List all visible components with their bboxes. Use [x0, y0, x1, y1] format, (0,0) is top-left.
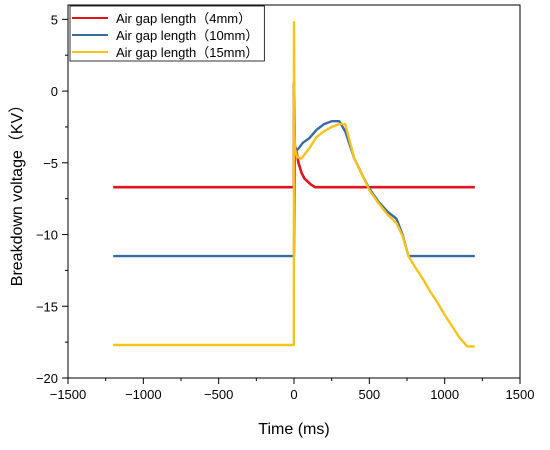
y-tick-label: 0: [51, 84, 58, 99]
x-tick-label: −1000: [125, 387, 162, 402]
x-axis-title: Time (ms): [258, 421, 329, 438]
legend-label: Air gap length（10mm）: [116, 28, 258, 43]
y-tick-label: 5: [51, 12, 58, 27]
x-tick-label: −1500: [50, 387, 87, 402]
legend: Air gap length（4mm） Air gap length（10mm） A…: [69, 5, 265, 62]
x-tick-label: 500: [358, 387, 380, 402]
axis-ticks: −1500 −1000 −500 0 500 1000 1500 −20 −15 −10 −5 0 5: [36, 12, 535, 402]
y-tick-label: −20: [36, 371, 58, 386]
x-tick-label: 1500: [506, 387, 535, 402]
y-tick-label: −15: [36, 299, 58, 314]
y-axis-title: Breakdown voltage（KV）: [8, 97, 26, 286]
series-line-3: [113, 21, 475, 348]
x-tick-label: −500: [204, 387, 233, 402]
x-tick-label: 0: [290, 387, 297, 402]
legend-label: Air gap length（4mm）: [116, 11, 251, 26]
y-tick-label: −5: [43, 156, 58, 171]
y-tick-label: −10: [36, 228, 58, 243]
legend-label: Air gap length（15mm）: [116, 45, 258, 60]
x-tick-label: 1000: [430, 387, 459, 402]
series-layer: [113, 21, 475, 348]
